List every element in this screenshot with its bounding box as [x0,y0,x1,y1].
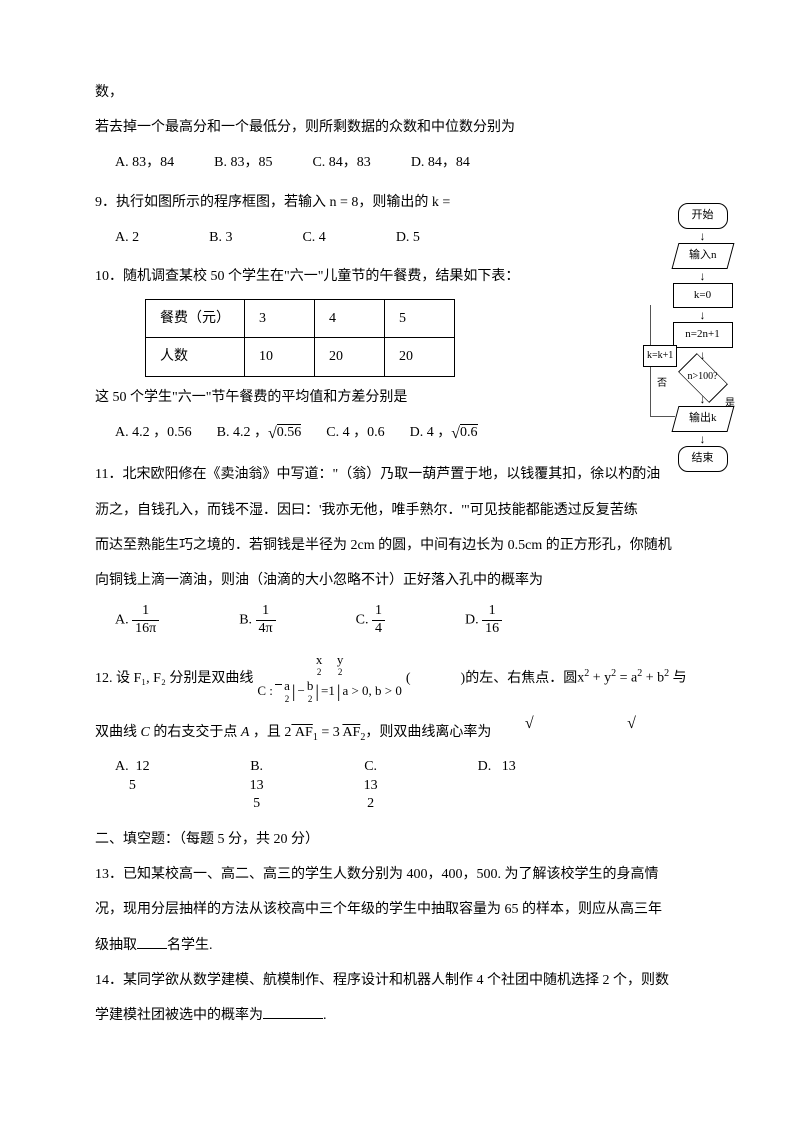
q14-line1: 14．某同学欲从数学建模、航模制作、程序设计和机器人制作 4 个社团中随机选择 … [95,968,705,993]
q11-options: A. 116π B. 14π C. 14 D. 116 [95,603,705,638]
q8-continuation-1: 数， [95,80,590,105]
table-cell: 餐费（元） [146,300,245,338]
section-2-header: 二、填空题：（每题 5 分，共 20 分） [95,827,705,852]
table-cell: 20 [385,338,455,376]
q10-option-b: B. 4.2 ，√0.56 [217,420,302,449]
fc-condition: n>100? [675,362,730,392]
fc-end: 结束 [678,446,728,472]
q9-option-b: B. 3 [209,225,232,250]
q8-options: A. 83，84 B. 83，85 C. 84，83 D. 84，84 [95,150,590,175]
q9-options: A. 2 B. 3 C. 4 D. 5 [95,225,590,250]
q13-line1: 13．已知某校高一、高二、高三的学生人数分别为 400，400，500. 为了解… [95,862,705,887]
table-row: 人数 10 20 20 [146,338,455,376]
q12-line1: 12. 设 F₁, F₂ 分别是双曲线 x2 y2 C : a2 | − b2 … [95,652,705,705]
flowchart-diagram: 开始 ↓ 输入n ↓ k=0 ↓ n=2n+1 ↓ n>100? 否 是 ↓ 输… [645,200,760,475]
q11-line2: 沥之，自钱孔入，而钱不湿．因曰：'我亦无他，唯手熟尔．'"可见技能都能透过反复苦… [95,498,705,523]
q11-option-a: A. 116π [115,603,159,638]
q12-circle-eq: x2 + y2 = a2 + b2 与 [577,665,686,691]
q10-option-c: C. 4 ，0.6 [326,420,384,449]
q10-table: 餐费（元） 3 4 5 人数 10 20 20 [145,299,590,376]
arrow-icon: ↓ [645,435,760,443]
q12-option-b: B. 13 5 [250,758,264,813]
arrow-icon: ↓ [645,232,760,240]
q11-option-b: B. 14π [239,603,275,638]
q10-text: 10．随机调查某校 50 个学生在"六一"儿童节的午餐费，结果如下表： [95,264,590,289]
q12-option-c: C. 13 2 [364,758,378,813]
q12-line2: 双曲线 C 的右支交于点 A ，且 2 AF1 = 3 AF2，则双曲线离心率为… [95,720,705,749]
table-cell: 4 [315,300,385,338]
q8-option-d: D. 84，84 [411,150,470,175]
q14-line2: 学建模社团被选中的概率为. [95,1003,705,1028]
q8-continuation-2: 若去掉一个最高分和一个最低分，则所剩数据的众数和中位数分别为 [95,115,590,140]
table-cell: 20 [315,338,385,376]
table-cell: 5 [385,300,455,338]
q10-subtext: 这 50 个学生"六一"节午餐费的平均值和方差分别是 [95,385,590,410]
q9-option-d: D. 5 [396,225,420,250]
fc-input: 输入n [671,243,734,269]
q8-option-b: B. 83，85 [214,150,272,175]
q9-option-a: A. 2 [115,225,139,250]
q13-line3: 级抽取名学生. [95,933,705,958]
table-cell: 3 [245,300,315,338]
q12-option-a: A. 12 5 [115,758,150,813]
arrow-icon: ↓ [645,272,760,280]
q11-option-c: C. 14 [356,603,385,638]
q11-line1: 11．北宋欧阳修在《卖油翁》中写道："（翁）乃取一葫芦置于地，以钱覆其扣，徐以杓… [95,462,705,487]
fc-start: 开始 [678,203,728,229]
q8-option-a: A. 83，84 [115,150,174,175]
q11-line3: 而达至熟能生巧之境的．若铜钱是半径为 2cm 的圆，中间有边长为 0.5cm 的… [95,533,705,558]
q13-line2: 况，现用分层抽样的方法从该校高中三个年级的学生中抽取容量为 65 的样本，则应从… [95,897,705,922]
q10-option-a: A. 4.2 ，0.56 [115,420,192,449]
q12-formula: x2 y2 C : a2 | − b2 | =1 | a > 0, b > 0 [257,652,402,705]
fc-init: k=0 [673,283,733,309]
fc-step: n=2n+1 [673,322,733,348]
fc-output: 输出k [671,406,734,432]
table-row: 餐费（元） 3 4 5 [146,300,455,338]
q12-options: A. 12 5 B. 13 5 C. 13 2 D. 13 [95,758,705,813]
q12-option-d: D. 13 [478,758,516,813]
table-cell: 10 [245,338,315,376]
q10-options: A. 4.2 ，0.56 B. 4.2 ，√0.56 C. 4 ，0.6 D. … [95,420,705,449]
q9-option-c: C. 4 [302,225,325,250]
q9-text: 9．执行如图所示的程序框图，若输入 n = 8，则输出的 k = [95,190,590,215]
q11-line4: 向铜钱上滴一滴油，则油（油滴的大小忽略不计）正好落入孔中的概率为 [95,568,705,593]
q10-option-d: D. 4 ，√0.6 [410,420,478,449]
table-cell: 人数 [146,338,245,376]
q11-option-d: D. 116 [465,603,502,638]
q8-option-c: C. 84，83 [312,150,370,175]
fc-increment: k=k+1 [643,345,677,367]
